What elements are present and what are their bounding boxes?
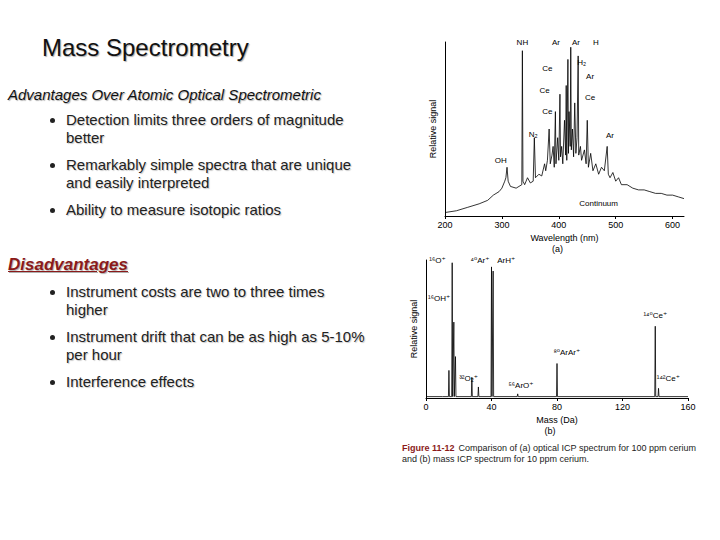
svg-text:¹⁶OH⁺: ¹⁶OH⁺ — [428, 294, 450, 303]
svg-text:Ce: Ce — [585, 93, 596, 102]
html-text:Advantages Over Atomic Optical: Advantages Over Atomic Optical Spectrome… — [8, 86, 321, 103]
svg-text:(a): (a) — [552, 244, 563, 254]
svg-text:Continuum: Continuum — [579, 199, 618, 208]
html-text:Disadvantages: Disadvantages — [8, 255, 128, 274]
svg-text:¹⁶O⁺: ¹⁶O⁺ — [429, 256, 445, 265]
svg-text:Relative signal: Relative signal — [409, 300, 419, 359]
html-text:Detection limits three orders: Detection limits three orders of magnitu… — [66, 111, 344, 146]
svg-text:Relative signal: Relative signal — [428, 100, 438, 159]
svg-text:¹⁴⁰Ce⁺: ¹⁴⁰Ce⁺ — [643, 311, 667, 320]
svg-text:Mass (Da): Mass (Da) — [536, 415, 578, 425]
svg-text:Wavelength (nm): Wavelength (nm) — [530, 233, 598, 243]
svg-text:H₂: H₂ — [577, 58, 586, 67]
html-text:Interference effects: Interference effects — [66, 373, 195, 390]
svg-text:Ar: Ar — [552, 38, 560, 47]
svg-text:160: 160 — [680, 402, 695, 412]
svg-text:0: 0 — [423, 402, 428, 412]
html-text:Remarkably simple spectra that: Remarkably simple spectra that are uniqu… — [66, 156, 352, 191]
html-text:Mass Spectrometry: Mass Spectrometry — [42, 34, 249, 61]
svg-text:ArH⁺: ArH⁺ — [497, 256, 515, 265]
svg-text:⁸⁰ArAr⁺: ⁸⁰ArAr⁺ — [553, 348, 580, 357]
svg-text:¹⁴²Ce⁺: ¹⁴²Ce⁺ — [657, 374, 680, 383]
svg-text:Ar: Ar — [606, 131, 614, 140]
html-text:Figure 11-12 Comparison of (a): Figure 11-12 Comparison of (a) optical I… — [402, 443, 696, 464]
svg-text:N₂: N₂ — [529, 130, 538, 139]
svg-text:600: 600 — [665, 220, 680, 230]
html-text:Ability to measure isotopic ra: Ability to measure isotopic ratios — [66, 201, 282, 218]
svg-text:Ce: Ce — [539, 86, 550, 95]
svg-text:Ce: Ce — [542, 107, 553, 116]
svg-text:OH: OH — [495, 156, 507, 165]
svg-text:Ce: Ce — [542, 64, 553, 73]
svg-text:40: 40 — [486, 402, 496, 412]
html-text:Instrument costs are two to th: Instrument costs are two to three times … — [66, 283, 325, 318]
svg-text:500: 500 — [608, 220, 623, 230]
svg-text:⁴⁰Ar⁺: ⁴⁰Ar⁺ — [471, 256, 490, 265]
svg-text:200: 200 — [437, 220, 452, 230]
html-text:Instrument drift that can be a: Instrument drift that can be as high as … — [66, 328, 365, 363]
svg-text:(b): (b) — [545, 426, 556, 436]
svg-text:Ar: Ar — [586, 72, 594, 81]
svg-text:NH: NH — [517, 38, 529, 47]
svg-text:Ar: Ar — [572, 38, 580, 47]
svg-text:³²O₂⁺: ³²O₂⁺ — [459, 374, 478, 383]
svg-text:400: 400 — [551, 220, 566, 230]
svg-text:80: 80 — [552, 402, 562, 412]
svg-text:120: 120 — [615, 402, 630, 412]
svg-text:⁵⁶ArO⁺: ⁵⁶ArO⁺ — [508, 381, 533, 390]
svg-text:300: 300 — [494, 220, 509, 230]
svg-text:H: H — [593, 38, 599, 47]
